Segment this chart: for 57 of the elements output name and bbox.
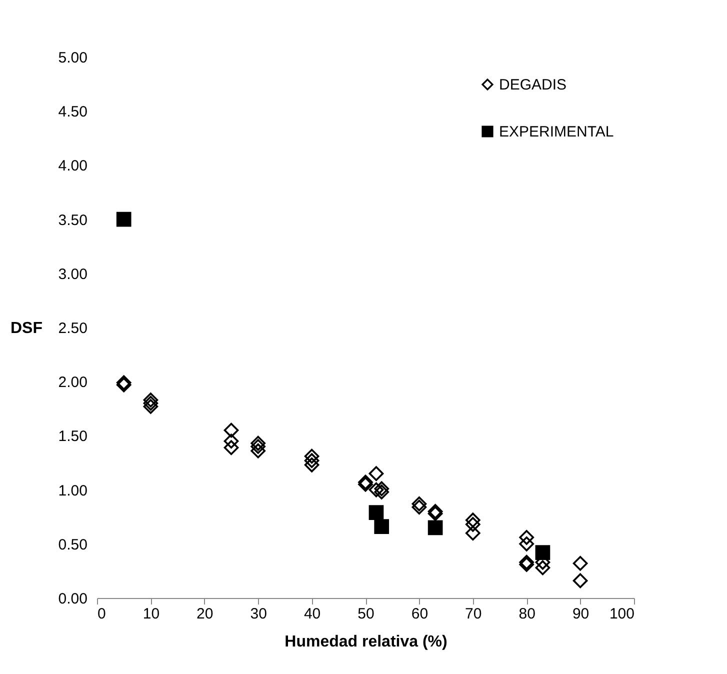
point (465, 512, 480, 528)
x-tick-label: 100 (609, 606, 634, 622)
point (535, 560, 550, 576)
y-tick-label: 3.00 (58, 266, 88, 283)
point (412, 500, 427, 515)
point (572, 573, 588, 588)
x-tick-label: 90 (572, 606, 590, 622)
point (368, 482, 384, 498)
y-tick-label: 1.00 (58, 482, 88, 500)
point (368, 505, 384, 520)
point (374, 519, 390, 534)
point (250, 436, 266, 451)
point (224, 434, 239, 449)
point (412, 496, 427, 512)
y-tick-label: 0.00 (58, 590, 88, 608)
y-tick-label: 3.50 (58, 212, 88, 229)
legend-label: EXPERIMENTAL (499, 124, 614, 140)
point (224, 440, 239, 456)
x-tick-label: 10 (142, 606, 160, 622)
y-tick-label: 2.00 (58, 374, 88, 392)
x-tick-label: 60 (411, 606, 428, 622)
y-tick-label: 4.50 (58, 104, 88, 121)
point (250, 443, 266, 458)
x-tick-label: 20 (196, 606, 214, 622)
point (143, 392, 158, 408)
point (143, 396, 158, 411)
point (304, 453, 320, 468)
point (116, 212, 132, 227)
point (465, 526, 480, 540)
y-axis-title: DSF (10, 320, 43, 337)
x-tick-label: 30 (250, 606, 267, 622)
x-tick-label: 50 (358, 606, 374, 622)
y-tick-label: 0.50 (58, 536, 88, 554)
y-tick-label: 4.00 (58, 158, 88, 175)
y-tick-label: 1.50 (58, 428, 88, 446)
point (519, 530, 534, 545)
point (250, 439, 266, 454)
x-tick-label: 0 (98, 606, 106, 622)
point (519, 536, 534, 552)
point (572, 556, 588, 571)
x-tick-label: 40 (304, 606, 321, 622)
x-axis-title: Humedad relativa (%) (284, 634, 448, 650)
x-tick-label: 70 (465, 606, 482, 622)
point (368, 466, 384, 481)
point (535, 545, 550, 560)
point (143, 399, 158, 414)
point (465, 517, 480, 532)
y-tick-label: 2.50 (58, 320, 88, 337)
point (224, 422, 239, 438)
point (304, 448, 320, 464)
y-tick-label: 5.00 (58, 50, 88, 66)
point (428, 520, 443, 536)
point (374, 481, 390, 496)
point (374, 484, 390, 500)
legend-label: DEGADIS (499, 76, 567, 94)
x-tick-label: 80 (518, 606, 536, 622)
point (304, 457, 320, 472)
